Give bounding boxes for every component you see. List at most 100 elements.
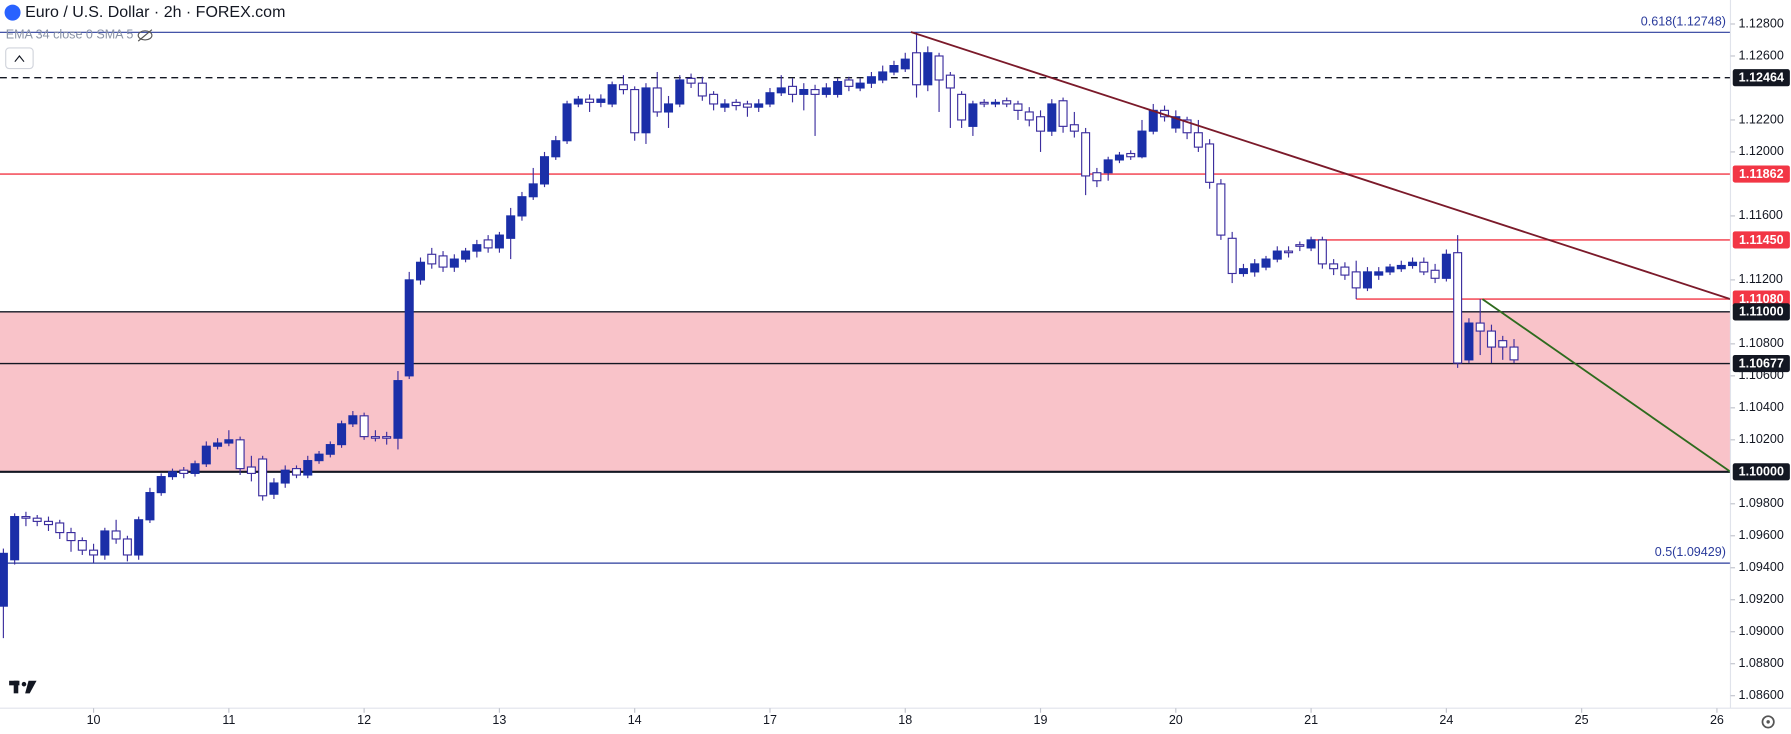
candle-body — [280, 469, 290, 484]
candle-body — [810, 88, 820, 95]
candle-body — [573, 98, 583, 105]
candle-body — [776, 87, 786, 94]
x-tick-label: 24 — [1439, 713, 1453, 727]
y-tick-label: 1.10200 — [1738, 432, 1783, 446]
candle-body — [1137, 130, 1147, 158]
candle-body — [415, 261, 426, 281]
price-zone — [0, 311, 1731, 472]
candle-body — [968, 103, 978, 127]
y-tick-label: 1.12600 — [1738, 48, 1783, 62]
indicator-label: EMA 34 close 0 SMA 5 — [6, 28, 134, 42]
x-tick-label: 10 — [87, 713, 101, 727]
candle-body — [607, 84, 617, 105]
candle-body — [359, 415, 369, 438]
candle-body — [348, 415, 358, 425]
candle-body — [1362, 271, 1372, 289]
candle-body — [1092, 172, 1102, 182]
x-tick-label: 18 — [898, 713, 912, 727]
y-tick-label: 1.09800 — [1738, 496, 1783, 510]
candle-body — [1002, 100, 1012, 105]
candle-body — [912, 52, 922, 86]
candle-body — [821, 87, 831, 95]
candle-body — [224, 439, 234, 444]
candle-body — [1284, 250, 1294, 254]
chart-title: Euro / U.S. Dollar · 2h · FOREX.com — [25, 4, 285, 21]
candle-body — [754, 103, 764, 108]
candle-body — [167, 471, 177, 478]
candle-body — [235, 439, 245, 470]
x-tick-label: 17 — [763, 713, 777, 727]
level-label-box — [1732, 303, 1790, 321]
candle-body — [506, 215, 516, 239]
settings-icon[interactable] — [1761, 715, 1775, 729]
level-label-box — [1732, 165, 1790, 183]
candle-body — [314, 453, 324, 462]
candle-body — [461, 250, 471, 260]
fib-label: 0.5(1.09429) — [1655, 545, 1726, 559]
candle-body — [957, 93, 967, 121]
collapse-button[interactable] — [5, 47, 34, 70]
candle-body — [551, 140, 561, 158]
candle-body — [1182, 119, 1192, 134]
y-tick-label: 1.09400 — [1738, 560, 1783, 574]
candle-body — [43, 520, 53, 526]
candle-body — [539, 156, 550, 185]
candle-body — [923, 52, 933, 86]
candle-body — [1385, 266, 1395, 273]
candle-body — [111, 530, 121, 540]
candle-body — [32, 517, 42, 522]
candle-body — [213, 442, 223, 447]
candle-body — [1047, 103, 1057, 132]
level-label: 1.12464 — [1739, 71, 1784, 85]
candle-body — [404, 279, 414, 377]
candle-body — [0, 552, 8, 607]
candle-body — [1509, 346, 1519, 361]
candle-body — [494, 234, 504, 249]
candle-body — [1013, 103, 1023, 111]
candle-body — [528, 183, 538, 198]
candle-body — [21, 516, 31, 519]
symbol-icon — [4, 4, 21, 21]
tradingview-logo — [9, 680, 37, 694]
candle-body — [979, 101, 989, 105]
candle-body — [517, 196, 527, 217]
candle-body — [1374, 271, 1384, 276]
candle-body — [303, 460, 313, 476]
candle-body — [1430, 269, 1440, 279]
candle-body — [55, 522, 65, 534]
candle-body — [742, 103, 752, 108]
candle-body — [10, 516, 20, 561]
candle-body — [190, 463, 200, 474]
trend-line — [1481, 298, 1731, 473]
level-label: 1.11450 — [1739, 233, 1784, 247]
candle-body — [66, 532, 76, 542]
candle-body — [246, 466, 256, 474]
candle-body — [1306, 239, 1316, 249]
x-tick-label: 12 — [357, 713, 371, 727]
trend-line — [910, 31, 1731, 300]
y-tick-label: 1.10800 — [1738, 336, 1783, 350]
y-tick-label: 1.08800 — [1738, 656, 1783, 670]
candle-body — [156, 476, 166, 494]
candle-body — [686, 77, 696, 84]
x-tick-label: 25 — [1575, 713, 1589, 727]
candle-body — [1464, 322, 1474, 361]
candle-body — [179, 469, 189, 474]
candle-body — [89, 549, 99, 556]
candle-body — [472, 244, 482, 252]
y-tick-label: 1.09000 — [1738, 624, 1783, 638]
level-label: 1.11080 — [1739, 292, 1784, 306]
candle-body — [291, 468, 302, 476]
visibility-icon[interactable] — [137, 29, 153, 42]
candle-body — [393, 380, 403, 439]
y-tick-label: 1.11200 — [1738, 272, 1782, 286]
candle-body — [1126, 152, 1136, 158]
candle-body — [934, 55, 944, 81]
candle-body — [438, 255, 448, 268]
candle-body — [337, 423, 347, 446]
candle-body — [1340, 266, 1350, 276]
y-tick-label: 1.09600 — [1738, 528, 1783, 542]
candle-body — [258, 458, 268, 497]
candle-body — [1103, 159, 1113, 174]
